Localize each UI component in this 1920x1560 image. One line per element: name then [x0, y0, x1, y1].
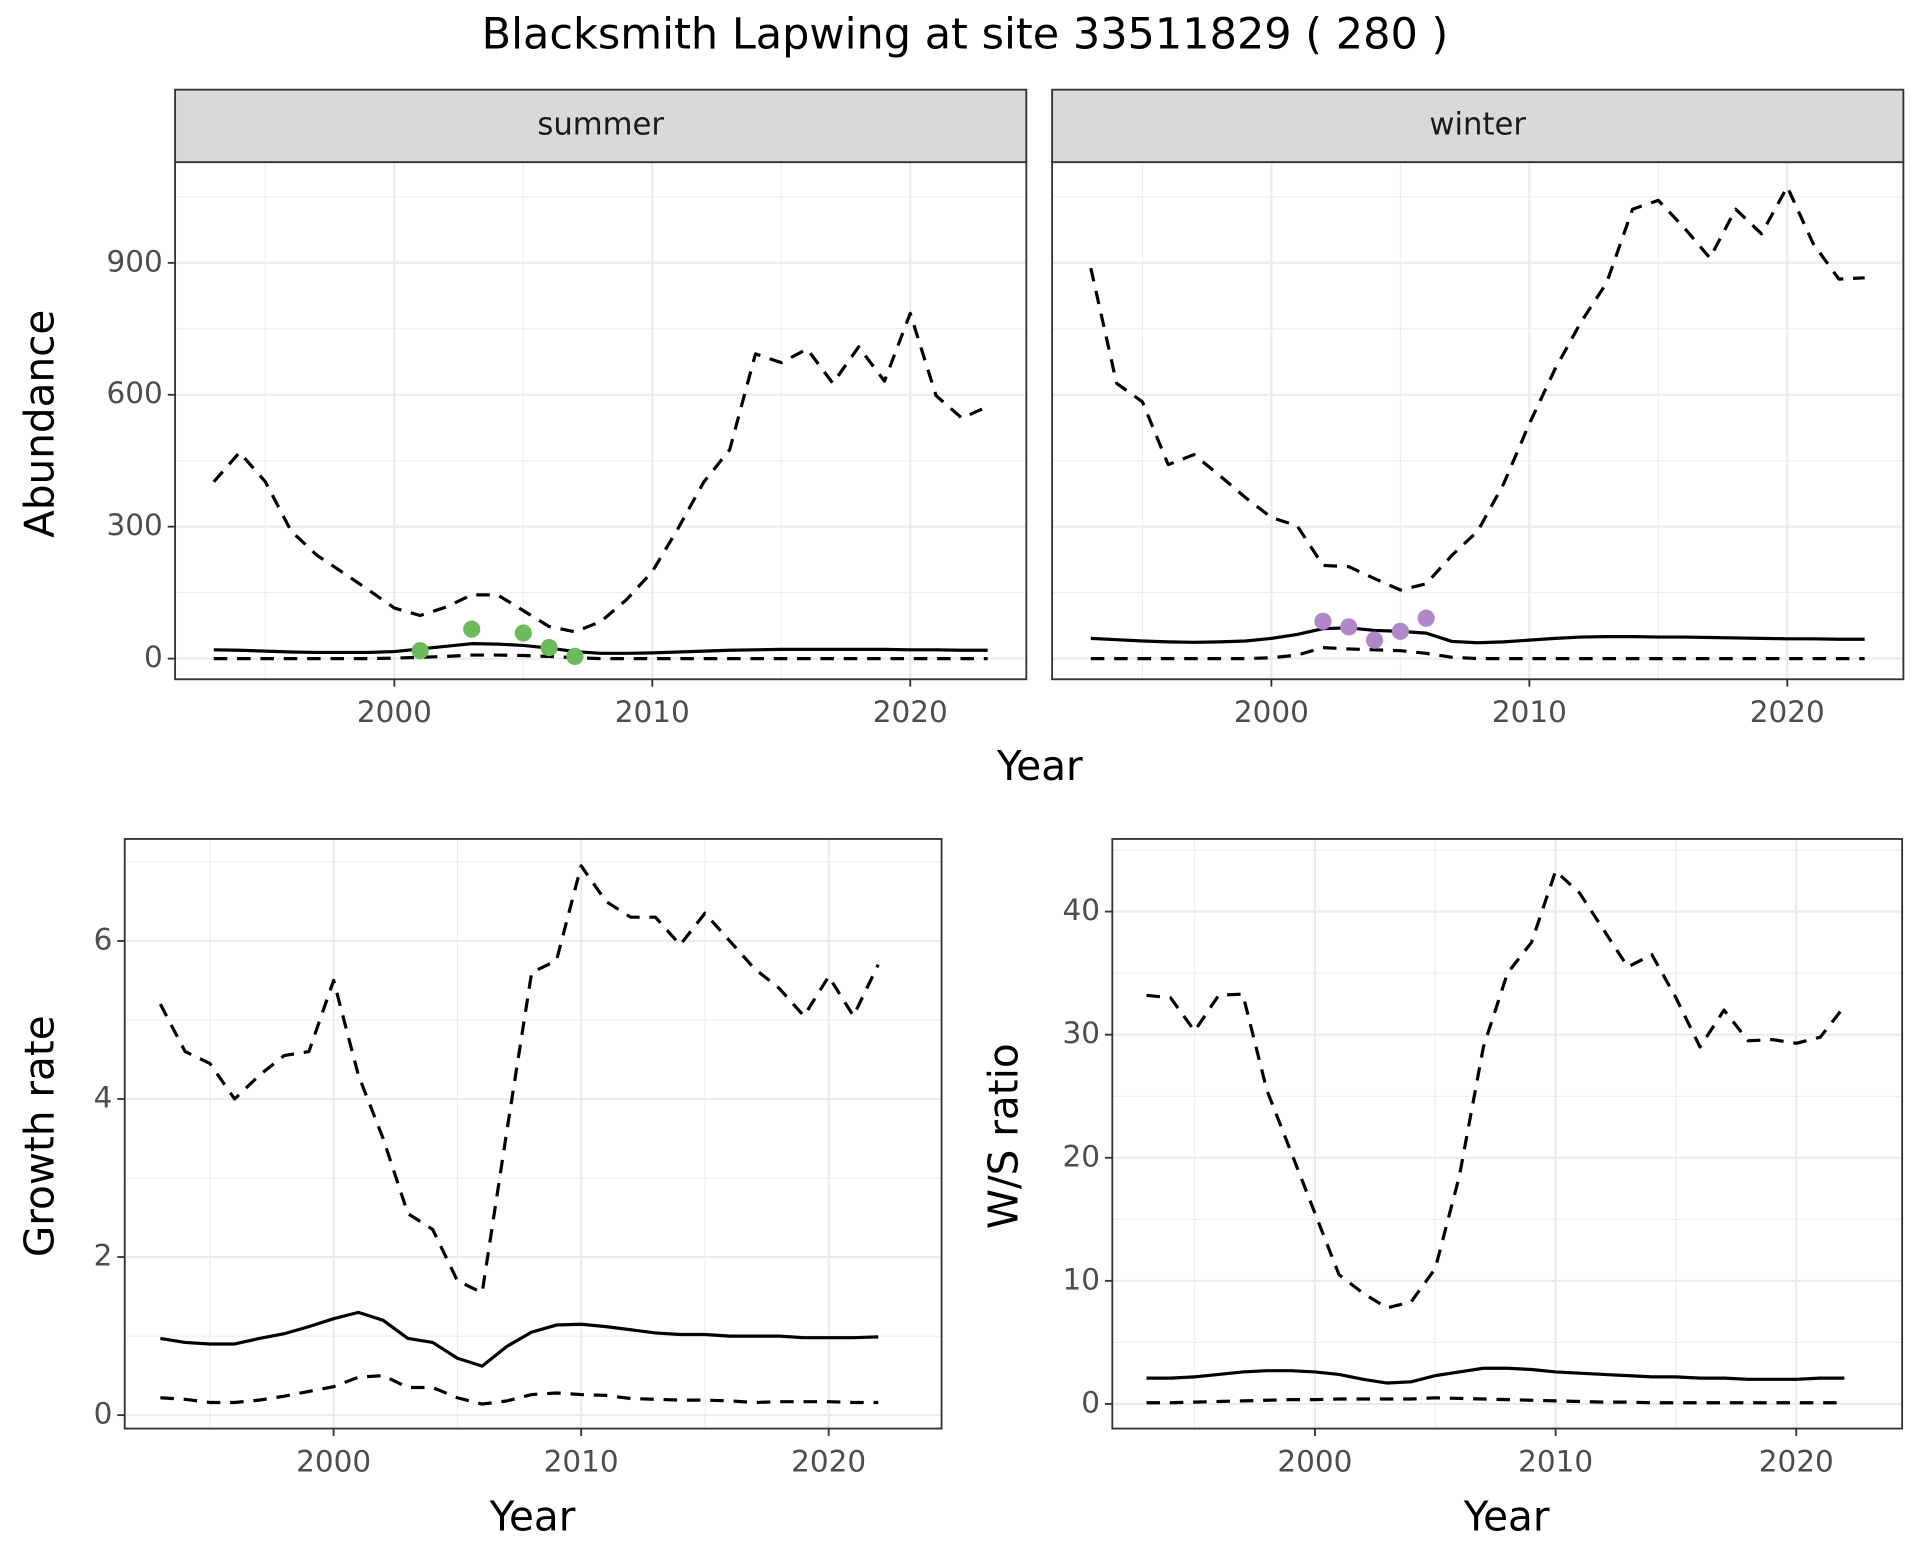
x-tick-label: 2010 — [615, 695, 690, 729]
y-tick-label: 0 — [1081, 1385, 1100, 1419]
panel-background — [175, 162, 1027, 680]
data-point — [411, 642, 429, 660]
x-tick-label: 2010 — [1492, 695, 1567, 729]
x-tick-label: 2000 — [357, 695, 432, 729]
y-axis-title: Growth rate — [15, 1015, 63, 1257]
x-tick-label: 2020 — [1759, 1444, 1834, 1478]
y-axis-title: Abundance — [15, 310, 63, 538]
y-tick-label: 300 — [107, 508, 163, 542]
data-point — [1314, 612, 1332, 630]
x-tick-label: 2000 — [296, 1444, 371, 1478]
x-axis-title: Year — [489, 1492, 576, 1540]
data-point — [1340, 618, 1358, 636]
facet-label: winter — [1429, 107, 1526, 142]
y-tick-label: 40 — [1063, 893, 1101, 927]
x-axis-title: Year — [1463, 1492, 1550, 1540]
interval-line — [1090, 646, 1865, 661]
chart-title: Blacksmith Lapwing at site 33511829 ( 28… — [482, 9, 1449, 59]
y-tick-label: 0 — [94, 1397, 113, 1431]
data-point — [463, 620, 481, 638]
data-point — [514, 624, 532, 642]
y-tick-label: 30 — [1063, 1016, 1101, 1050]
mean-line — [213, 642, 988, 655]
data-point — [566, 647, 584, 666]
y-tick-label: 10 — [1063, 1262, 1101, 1296]
panel-border — [123, 838, 943, 1430]
interval-line — [158, 864, 880, 1295]
y-tick-label: 900 — [107, 244, 163, 278]
mean-line — [1090, 626, 1865, 645]
panel-background — [1112, 838, 1903, 1429]
panel-background — [1052, 162, 1904, 680]
facet-label: summer — [537, 107, 664, 142]
y-tick-label: 2 — [94, 1239, 113, 1273]
y-tick-label: 0 — [144, 640, 163, 674]
mean-line — [160, 1310, 879, 1368]
mean-line — [1146, 1366, 1845, 1385]
y-tick-label: 600 — [107, 376, 163, 410]
facet-strip — [1051, 88, 1905, 164]
data-point — [1365, 631, 1384, 649]
x-axis-title: Year — [996, 742, 1083, 790]
interval-line — [1146, 869, 1846, 1310]
x-tick-label: 2020 — [1750, 695, 1825, 729]
interval-line — [213, 653, 988, 661]
y-tick-label: 4 — [94, 1080, 113, 1114]
interval-line — [1089, 185, 1865, 592]
data-point — [1391, 622, 1409, 640]
x-tick-label: 2000 — [1277, 1444, 1352, 1478]
x-tick-label: 2020 — [791, 1444, 866, 1478]
y-tick-label: 20 — [1063, 1139, 1101, 1173]
interval-line — [160, 1374, 879, 1406]
data-point — [1417, 609, 1435, 627]
y-axis-title: W/S ratio — [980, 1043, 1028, 1229]
y-tick-label: 6 — [94, 922, 113, 956]
interval-line — [212, 311, 989, 634]
x-tick-label: 2010 — [1518, 1444, 1593, 1478]
facet-strip — [174, 88, 1028, 164]
panel-border — [1111, 838, 1904, 1430]
x-tick-label: 2020 — [873, 695, 948, 729]
data-point — [540, 639, 558, 657]
x-tick-label: 2010 — [544, 1444, 619, 1478]
x-tick-label: 2000 — [1234, 695, 1309, 729]
